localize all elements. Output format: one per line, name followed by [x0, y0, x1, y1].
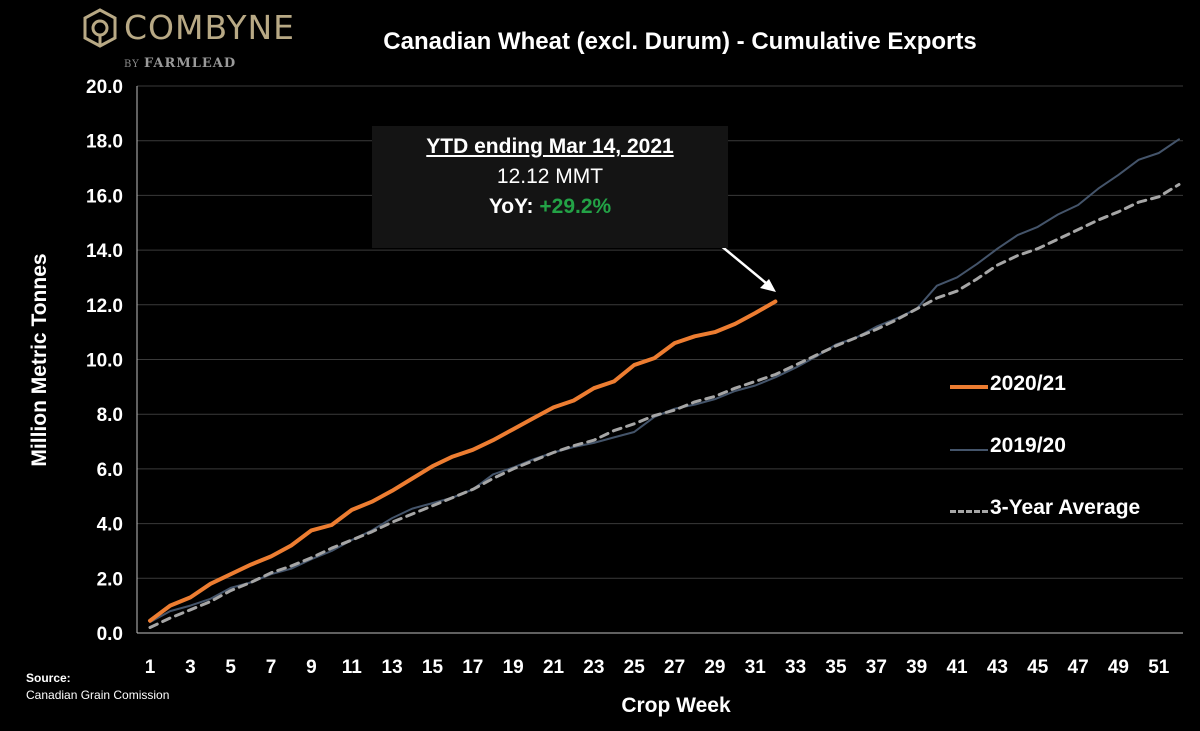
y-tick-label: 16.0: [86, 186, 123, 207]
x-tick-label: 49: [1108, 657, 1129, 678]
x-tick-label: 15: [422, 657, 444, 678]
y-tick-label: 18.0: [86, 132, 123, 153]
chart-title: Canadian Wheat (excl. Durum) - Cumulativ…: [383, 28, 977, 55]
y-tick-label: 12.0: [86, 296, 123, 317]
x-tick-label: 9: [306, 657, 317, 678]
legend-label-2020-21: 2020/21: [990, 372, 1066, 395]
logo-partner: FARMLEAD: [143, 56, 237, 71]
y-tick-label: 8.0: [97, 405, 123, 426]
x-axis-label: Crop Week: [621, 694, 731, 717]
ytd-annotation-box: YTD ending Mar 14, 2021 12.12 MMT YoY: +…: [372, 126, 728, 248]
legend-item-3yr-avg: 3-Year Average: [948, 496, 1188, 526]
x-tick-label: 43: [987, 657, 1008, 678]
source-title: Source:: [26, 671, 71, 685]
y-tick-label: 14.0: [86, 241, 123, 262]
x-tick-label: 47: [1068, 657, 1089, 678]
series-line-2019-20: [149, 138, 1180, 624]
x-tick-label: 33: [785, 657, 806, 678]
annotation-yoy: YoY: +29.2%: [372, 192, 728, 222]
x-tick-label: 51: [1148, 657, 1170, 678]
series-line-2020-21: [148, 299, 778, 623]
y-tick-labels: 0.0 2.0 4.0 6.0 8.0 10.0 12.0 14.0 16.0 18.0 20.0: [86, 77, 123, 645]
legend-label-3yr-avg: 3-Year Average: [990, 496, 1141, 519]
x-tick-label: 41: [946, 657, 968, 678]
annotation-yoy-label: YoY:: [488, 195, 540, 218]
x-tick-label: 27: [664, 657, 685, 678]
legend-item-2020-21: 2020/21: [948, 372, 1188, 402]
x-tick-label: 37: [866, 657, 887, 678]
annotation-arrowhead: [760, 279, 776, 292]
annotation-yoy-value: +29.2%: [539, 195, 612, 218]
y-tick-label: 6.0: [97, 460, 123, 481]
x-tick-label: 21: [543, 657, 565, 678]
x-tick-label: 13: [382, 657, 403, 678]
logo-wordmark: COMBYNE: [124, 8, 296, 47]
legend-item-2019-20: 2019/20: [948, 434, 1188, 464]
series-line-3yr-avg: [148, 183, 1181, 629]
x-tick-label: 31: [745, 657, 767, 678]
legend-swatch-2019-20: [950, 449, 988, 451]
x-tick-label: 39: [906, 657, 927, 678]
x-tick-label: 1: [145, 657, 156, 678]
x-tick-label: 35: [825, 657, 847, 678]
x-tick-label: 5: [225, 657, 236, 678]
x-tick-labels: 1 3 5 7 9 11 13 15 17 19 21 23 25 27 29 31 33 35 37 39 41 43 4…: [145, 657, 1170, 678]
x-tick-label: 7: [266, 657, 277, 678]
y-tick-label: 2.0: [97, 569, 123, 590]
brand-logo: COMBYNE BY FARMLEAD: [82, 4, 296, 74]
legend-swatch-3yr-avg: [950, 510, 988, 513]
x-tick-label: 11: [342, 657, 363, 678]
x-tick-label: 17: [462, 657, 483, 678]
legend-label-2019-20: 2019/20: [990, 434, 1066, 457]
x-tick-label: 45: [1027, 657, 1049, 678]
annotation-arrow: [713, 239, 773, 289]
source-note: Source: Canadian Grain Comission: [26, 670, 169, 704]
combyne-logo-icon: [83, 8, 117, 48]
y-tick-label: 4.0: [97, 515, 123, 536]
annotation-heading: YTD ending Mar 14, 2021: [426, 135, 674, 158]
y-axis-label: Million Metric Tonnes: [28, 253, 51, 467]
legend-swatch-2020-21: [950, 385, 988, 389]
y-tick-label: 0.0: [97, 624, 123, 645]
y-tick-label: 20.0: [86, 77, 123, 98]
y-tick-label: 10.0: [86, 351, 123, 372]
x-tick-label: 3: [185, 657, 196, 678]
annotation-value: 12.12 MMT: [496, 165, 604, 188]
x-tick-label: 23: [583, 657, 604, 678]
series-lines: [148, 138, 1181, 629]
x-tick-label: 19: [503, 657, 524, 678]
logo-by: BY: [124, 59, 140, 70]
x-tick-label: 29: [704, 657, 725, 678]
x-tick-label: 25: [624, 657, 646, 678]
source-name: Canadian Grain Comission: [26, 688, 170, 702]
logo-byline: BY FARMLEAD: [124, 56, 236, 71]
